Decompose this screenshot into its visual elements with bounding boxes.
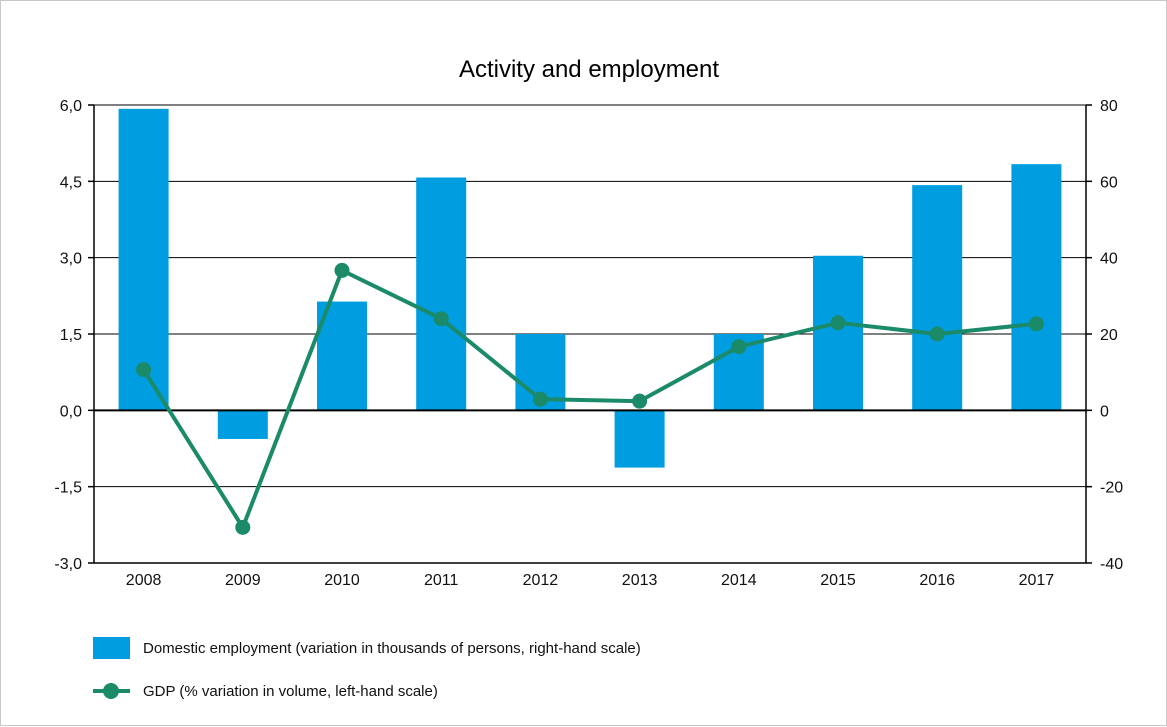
x-tick-label: 2011 [424, 572, 459, 589]
y-right-tick-label: 40 [1100, 251, 1118, 268]
legend-employment-label: Domestic employment (variation in thousa… [143, 640, 641, 657]
y-left-tick-label: 3,0 [60, 251, 82, 268]
axis-layer [88, 104, 1092, 564]
legend-bar-swatch [93, 637, 130, 659]
y-right-tick-label: 20 [1100, 327, 1118, 344]
legend-line-marker [103, 683, 119, 699]
bar-2016 [912, 185, 963, 411]
gdp-point-2010 [334, 262, 350, 278]
gdp-point-2009 [235, 519, 251, 535]
y-left-tick-label: 1,5 [60, 327, 82, 344]
bar-2008 [118, 108, 169, 411]
y-right-tick-label: 80 [1100, 98, 1118, 115]
bar-2015 [813, 255, 863, 411]
y-left-tick-label: -3,0 [54, 556, 82, 573]
x-tick-label: 2013 [622, 572, 658, 589]
y-left-tick-label: 4,5 [60, 174, 82, 191]
x-tick-label: 2015 [820, 572, 856, 589]
y-right-tick-label: 60 [1100, 174, 1118, 191]
line-layer [136, 262, 1044, 535]
bar-2011 [416, 177, 467, 411]
bar-2010 [317, 301, 367, 411]
gdp-point-2008 [136, 362, 152, 378]
y-left-tick-label: 0,0 [60, 403, 82, 420]
x-tick-label: 2009 [225, 572, 261, 589]
tick-layer: 6,0 4,5 3,0 1,5 0,0 -1,5 -3,0 80 60 40 20 0 -20 -40 20… [54, 98, 1123, 589]
y-left-tick-label: 6,0 [60, 98, 82, 115]
gdp-point-2014 [731, 339, 747, 355]
bar-layer [118, 108, 1062, 468]
x-tick-label: 2010 [324, 572, 360, 589]
x-tick-label: 2014 [721, 572, 757, 589]
gdp-point-2011 [433, 311, 449, 327]
legend: Domestic employment (variation in thousa… [93, 637, 641, 700]
x-tick-label: 2012 [523, 572, 559, 589]
bar-2017 [1011, 164, 1062, 411]
gdp-point-2013 [632, 393, 648, 409]
x-tick-label: 2008 [126, 572, 162, 589]
y-left-tick-label: -1,5 [54, 480, 82, 497]
y-right-tick-label: 0 [1100, 403, 1109, 420]
x-tick-label: 2016 [919, 572, 955, 589]
bar-2009 [217, 410, 268, 439]
x-tick-label: 2017 [1019, 572, 1055, 589]
y-right-tick-label: -40 [1100, 556, 1123, 573]
bar-2013 [614, 410, 665, 468]
gdp-point-2016 [929, 326, 945, 342]
gdp-point-2015 [830, 315, 846, 331]
gdp-line [141, 268, 1037, 530]
chart-title: Activity and employment [459, 56, 719, 83]
y-right-tick-label: -20 [1100, 480, 1123, 497]
gdp-point-2017 [1028, 316, 1044, 332]
gdp-point-2012 [532, 391, 548, 407]
legend-gdp-label: GDP (% variation in volume, left-hand sc… [143, 683, 438, 700]
